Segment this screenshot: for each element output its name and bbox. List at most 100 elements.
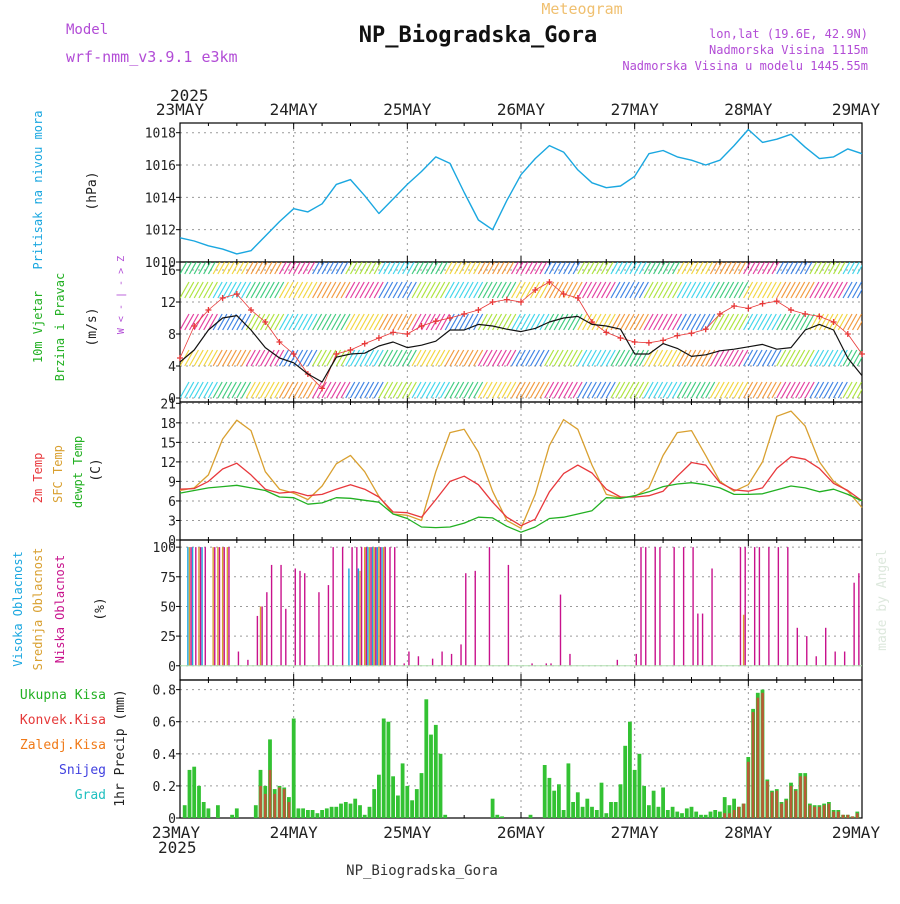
precip-conv-bar bbox=[756, 697, 760, 818]
wind-barb bbox=[776, 381, 787, 399]
wind-barb bbox=[776, 313, 787, 331]
wind-barb bbox=[577, 349, 588, 367]
precip-total-bar bbox=[651, 790, 656, 818]
wind-barb bbox=[577, 313, 588, 331]
wind-barb bbox=[288, 349, 299, 367]
precip-total-bar bbox=[680, 813, 684, 818]
wind-barb bbox=[563, 262, 572, 275]
precip-total-bar bbox=[689, 806, 694, 818]
wind-barb bbox=[856, 388, 862, 399]
pressure-label: Pritisak na nivou mora bbox=[31, 111, 45, 270]
wind-barb bbox=[600, 313, 612, 331]
wind-barb bbox=[709, 281, 720, 299]
wind-barb bbox=[207, 313, 218, 331]
wind-barb bbox=[198, 281, 209, 299]
precip-total-bar bbox=[703, 814, 708, 818]
wind-barb bbox=[657, 313, 668, 331]
wind-barb bbox=[184, 281, 195, 299]
wind-barb bbox=[259, 281, 271, 299]
precip-total-bar bbox=[424, 699, 429, 818]
precip-total-bar bbox=[362, 814, 367, 818]
wind-barb bbox=[293, 381, 304, 399]
wind-barb bbox=[264, 262, 273, 275]
wind-barb bbox=[757, 313, 768, 331]
wind-barb bbox=[785, 381, 796, 399]
wind-barb bbox=[387, 281, 398, 299]
wind-barb bbox=[842, 281, 853, 299]
wind-barb bbox=[700, 262, 709, 275]
wind-barb bbox=[354, 262, 363, 275]
wind-barb bbox=[307, 262, 316, 275]
wind-barb bbox=[648, 313, 659, 331]
wind-barb bbox=[345, 313, 356, 331]
wind-barb bbox=[184, 262, 193, 275]
wind-barb bbox=[785, 281, 796, 299]
precip-conv-bar bbox=[728, 813, 731, 818]
wind-barb bbox=[591, 262, 600, 275]
wind-barb bbox=[615, 349, 626, 367]
wind-barb bbox=[397, 281, 408, 299]
wind-barb bbox=[321, 281, 332, 299]
wind-barb bbox=[397, 262, 406, 275]
wind-barb bbox=[852, 262, 860, 275]
wind-barb bbox=[714, 349, 725, 367]
precip-total-bar bbox=[618, 784, 623, 818]
wind-barb bbox=[326, 381, 337, 399]
wind-label-2: Brzina i Pravac bbox=[53, 273, 67, 381]
wind-barb bbox=[653, 262, 662, 275]
wind-barb bbox=[226, 313, 237, 331]
wind-barb bbox=[468, 281, 479, 299]
wind-barb bbox=[738, 381, 749, 399]
wind-barb bbox=[804, 349, 815, 367]
precip-total-bar bbox=[708, 811, 713, 818]
wind-barb bbox=[307, 281, 318, 299]
wind-barb bbox=[837, 381, 848, 399]
wind-barb bbox=[444, 349, 455, 367]
wind-barb bbox=[828, 262, 837, 275]
wind-barb bbox=[359, 349, 370, 367]
wind-barb bbox=[705, 281, 716, 299]
wind-barb bbox=[586, 381, 597, 399]
wind-barb bbox=[600, 349, 612, 367]
wind-barb bbox=[828, 381, 839, 399]
wind-barb bbox=[411, 349, 422, 367]
wind-barb bbox=[733, 313, 744, 331]
wind-barb bbox=[387, 313, 398, 331]
wind-barb bbox=[799, 313, 810, 331]
wind-barb bbox=[236, 349, 247, 367]
precip-total-bar bbox=[594, 810, 599, 818]
wind-barb bbox=[411, 281, 422, 299]
precip-legend-freezing: Zaledj.Kisa bbox=[20, 738, 106, 753]
wind-barb bbox=[553, 262, 562, 275]
wind-barb bbox=[776, 349, 787, 367]
wind-barb bbox=[331, 262, 339, 275]
precip-conv-bar bbox=[784, 800, 788, 818]
gust-line bbox=[179, 281, 863, 389]
wind-barb bbox=[563, 349, 574, 367]
wind-barb bbox=[354, 281, 365, 299]
wind-barb bbox=[534, 381, 545, 399]
wind-barb bbox=[439, 349, 451, 367]
wind-barb bbox=[188, 262, 197, 275]
wind-barb bbox=[274, 281, 285, 299]
precip-total-bar bbox=[216, 805, 220, 818]
wind-barb bbox=[676, 381, 687, 399]
wind-barb bbox=[283, 281, 294, 299]
wind-tick-label: 0 bbox=[168, 392, 176, 407]
wind-barb bbox=[690, 281, 702, 299]
wind-barb bbox=[847, 281, 858, 299]
wind-barb bbox=[681, 381, 692, 399]
wind-barb bbox=[402, 281, 413, 299]
wind-barb bbox=[600, 381, 612, 399]
wind-barb bbox=[226, 381, 237, 399]
wind-barb bbox=[790, 262, 799, 275]
wind-barb bbox=[548, 313, 559, 331]
wind-barb bbox=[458, 262, 467, 275]
wind-barb bbox=[762, 262, 770, 275]
wind-barb bbox=[757, 262, 766, 275]
wind-barb bbox=[416, 349, 427, 367]
wind-barb bbox=[231, 349, 242, 367]
wind-barb bbox=[425, 262, 434, 275]
wind-barb bbox=[180, 281, 190, 299]
precip-conv-bar bbox=[813, 806, 816, 818]
